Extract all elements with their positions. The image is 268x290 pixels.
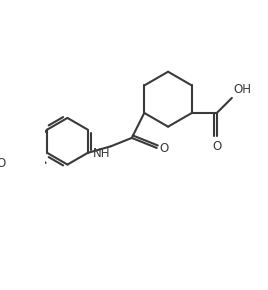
Text: O: O: [212, 139, 221, 153]
Text: O: O: [159, 142, 169, 155]
Text: O: O: [0, 157, 6, 170]
Text: OH: OH: [233, 83, 251, 96]
Text: NH: NH: [93, 147, 110, 160]
